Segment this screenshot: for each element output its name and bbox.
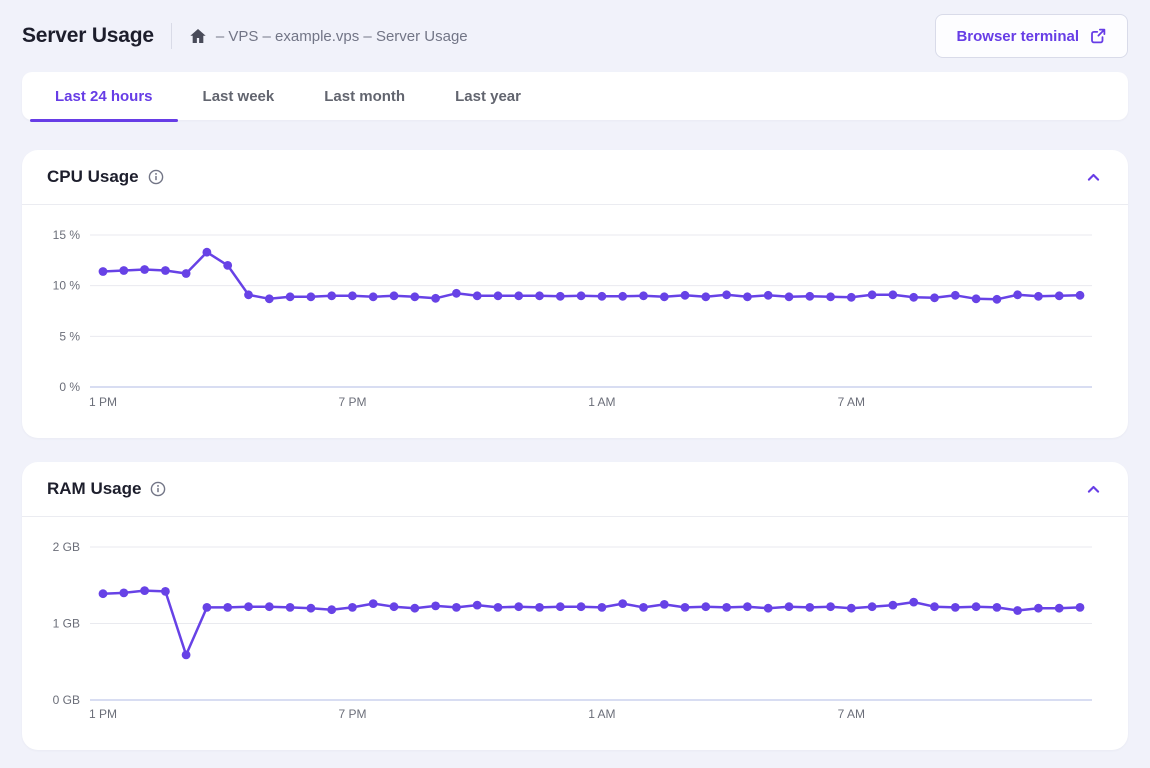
svg-text:7 PM: 7 PM	[338, 395, 366, 409]
svg-text:0 %: 0 %	[59, 380, 80, 394]
ram-usage-card-header: RAM Usage	[22, 462, 1128, 517]
page-header: Server Usage – VPS – example.vps – Serve…	[22, 0, 1128, 72]
svg-text:0 GB: 0 GB	[53, 693, 80, 707]
chevron-up-icon[interactable]	[1085, 481, 1102, 498]
time-range-tabs: Last 24 hours Last week Last month Last …	[22, 72, 1128, 122]
browser-terminal-label: Browser terminal	[956, 27, 1079, 45]
svg-text:7 AM: 7 AM	[838, 707, 865, 721]
ram-usage-title: RAM Usage	[47, 479, 142, 498]
breadcrumb: – VPS – example.vps – Server Usage	[189, 27, 468, 45]
svg-text:5 %: 5 %	[59, 329, 80, 343]
server-usage-page: Server Usage – VPS – example.vps – Serve…	[22, 0, 1128, 750]
svg-text:1 GB: 1 GB	[53, 617, 80, 631]
svg-text:1 AM: 1 AM	[588, 395, 615, 409]
cpu-usage-title: CPU Usage	[47, 167, 139, 186]
ram-usage-chart: 0 GB 1 GB 2 GB 1 PM 7 PM 1 AM 7 AM	[22, 517, 1128, 750]
tab-label: Last 24 hours	[55, 87, 153, 105]
external-link-icon	[1089, 27, 1107, 45]
tab-label: Last year	[455, 87, 521, 105]
breadcrumb-text: – VPS – example.vps – Server Usage	[215, 27, 468, 45]
tab-last-24-hours[interactable]: Last 24 hours	[30, 72, 178, 122]
page-title: Server Usage	[22, 24, 154, 47]
tab-last-week[interactable]: Last week	[178, 72, 300, 120]
home-icon[interactable]	[189, 27, 207, 45]
svg-text:15 %: 15 %	[53, 228, 81, 242]
info-icon[interactable]	[150, 481, 166, 497]
cpu-usage-card-header: CPU Usage	[22, 150, 1128, 205]
browser-terminal-button[interactable]: Browser terminal	[935, 14, 1128, 58]
tab-last-month[interactable]: Last month	[299, 72, 430, 120]
tab-label: Last month	[324, 87, 406, 105]
ram-usage-card: RAM Usage 0 GB 1 GB 2 GB 1 PM 7 PM 1 AM 7 AM	[22, 462, 1128, 750]
svg-text:1 PM: 1 PM	[89, 707, 117, 721]
svg-text:1 AM: 1 AM	[588, 707, 615, 721]
tab-last-year[interactable]: Last year	[430, 72, 546, 120]
cpu-usage-card: CPU Usage 0 % 5 % 10 % 15 % 1 PM 7 PM 1 AM 7 AM	[22, 150, 1128, 438]
cpu-usage-chart: 0 % 5 % 10 % 15 % 1 PM 7 PM 1 AM 7 AM	[22, 205, 1128, 438]
chevron-up-icon[interactable]	[1085, 169, 1102, 186]
svg-text:1 PM: 1 PM	[89, 395, 117, 409]
svg-text:7 AM: 7 AM	[838, 395, 865, 409]
tab-label: Last week	[202, 87, 275, 105]
info-icon[interactable]	[148, 169, 164, 185]
header-divider	[170, 23, 172, 49]
svg-text:2 GB: 2 GB	[53, 540, 80, 554]
svg-text:7 PM: 7 PM	[338, 707, 366, 721]
svg-text:10 %: 10 %	[53, 279, 81, 293]
